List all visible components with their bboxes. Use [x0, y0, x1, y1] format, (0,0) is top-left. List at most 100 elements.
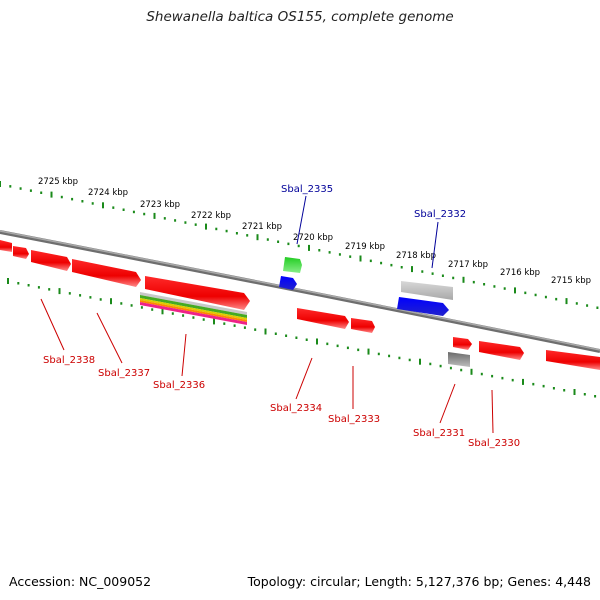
green-feature: [283, 257, 302, 273]
label-leaders: [40, 195, 494, 434]
minor-tick: [71, 197, 74, 201]
minor-tick: [555, 297, 558, 301]
lower-tick-track: [7, 278, 597, 398]
minor-tick: [328, 251, 331, 254]
minor-tick: [483, 283, 486, 286]
major-tick: [0, 181, 1, 187]
minor-tick: [377, 352, 380, 356]
minor-tick: [544, 295, 547, 299]
minor-tick: [493, 285, 496, 288]
gene-label-sbal-2338: Sbal_2338: [43, 355, 95, 366]
minor-tick: [596, 306, 599, 309]
minor-tick: [491, 374, 494, 378]
minor-tick: [369, 259, 372, 263]
blue-feature: [279, 276, 297, 290]
major-tick: [205, 223, 207, 230]
minor-tick: [215, 227, 218, 231]
kbp-label: 2721 kbp: [242, 222, 282, 232]
minor-tick: [223, 322, 226, 325]
minor-tick: [140, 306, 143, 309]
genome-summary-text: Topology: circular; Length: 5,127,376 bp…: [247, 574, 591, 589]
minor-tick: [472, 280, 475, 284]
gene-label-sbal-2331: Sbal_2331: [413, 428, 465, 439]
major-tick: [264, 328, 267, 335]
gene-arrow: [453, 337, 472, 350]
minor-tick: [380, 261, 383, 265]
major-tick: [411, 266, 413, 273]
minor-tick: [81, 200, 84, 203]
major-tick: [367, 348, 370, 355]
minor-tick: [184, 221, 187, 224]
gene-label-sbal-2332: Sbal_2332: [414, 209, 466, 220]
major-tick: [256, 234, 259, 241]
minor-tick: [91, 202, 94, 205]
grey-feature: [448, 352, 470, 367]
minor-tick: [112, 206, 115, 209]
map-title: Shewanella baltica OS155, complete genom…: [146, 9, 454, 25]
minor-tick: [171, 312, 174, 315]
kbp-label: 2723 kbp: [140, 200, 180, 210]
major-tick: [470, 368, 473, 375]
kbp-label: 2724 kbp: [88, 188, 128, 198]
grey-feature: [401, 281, 453, 300]
minor-tick: [336, 344, 339, 348]
genome-backbone: [0, 230, 600, 353]
minor-tick: [460, 368, 463, 372]
minor-tick: [441, 274, 444, 277]
kbp-label: 2718 kbp: [396, 251, 436, 261]
hit-band: [140, 292, 247, 325]
minor-tick: [151, 308, 154, 311]
minor-tick: [390, 263, 393, 267]
minor-tick: [68, 292, 71, 295]
minor-tick: [120, 302, 123, 305]
minor-tick: [295, 336, 298, 339]
major-tick: [565, 298, 568, 305]
minor-tick: [431, 272, 434, 275]
major-tick: [58, 288, 61, 295]
minor-tick: [421, 270, 424, 273]
minor-tick: [388, 354, 391, 358]
minor-tick: [27, 284, 30, 287]
minor-tick: [503, 287, 506, 290]
major-tick: [110, 298, 112, 305]
forward-gene-arrows: [0, 240, 600, 370]
minor-tick: [480, 372, 483, 376]
major-tick: [359, 255, 362, 262]
minor-tick: [357, 348, 360, 352]
minor-tick: [122, 208, 125, 211]
minor-tick: [89, 296, 92, 299]
minor-tick: [583, 393, 586, 396]
gene-label-sbal-2330: Sbal_2330: [468, 438, 520, 449]
gene-arrow: [72, 259, 141, 287]
minor-tick: [439, 364, 442, 368]
minor-tick: [233, 324, 236, 327]
gene-label-sbal-2335: Sbal_2335: [281, 184, 333, 195]
major-tick: [522, 378, 524, 385]
accession-text: Accession: NC_009052: [9, 574, 152, 589]
major-tick: [308, 244, 310, 251]
gene-label-sbal-2336: Sbal_2336: [153, 380, 205, 391]
minor-tick: [235, 232, 238, 235]
blue-feature: [397, 297, 449, 316]
minor-tick: [254, 328, 257, 331]
minor-tick: [60, 195, 63, 199]
minor-tick: [511, 378, 514, 382]
kbp-label: 2717 kbp: [448, 260, 488, 270]
minor-tick: [243, 326, 246, 329]
gene-arrow: [479, 341, 524, 360]
upper-tick-track: [0, 181, 599, 309]
grey-features: [401, 281, 470, 367]
minor-tick: [408, 358, 411, 362]
gene-label-sbal-2333: Sbal_2333: [328, 414, 380, 425]
gene-label-sbal-2337: Sbal_2337: [98, 368, 150, 379]
minor-tick: [48, 288, 51, 291]
major-tick: [153, 212, 156, 219]
gene-labels-above: Sbal_2335 Sbal_2332: [281, 184, 466, 220]
minor-tick: [594, 395, 597, 398]
major-tick: [316, 338, 318, 345]
minor-tick: [194, 223, 197, 226]
minor-tick: [132, 210, 135, 214]
minor-tick: [266, 238, 269, 241]
major-tick: [7, 278, 9, 284]
minor-tick: [192, 316, 195, 319]
